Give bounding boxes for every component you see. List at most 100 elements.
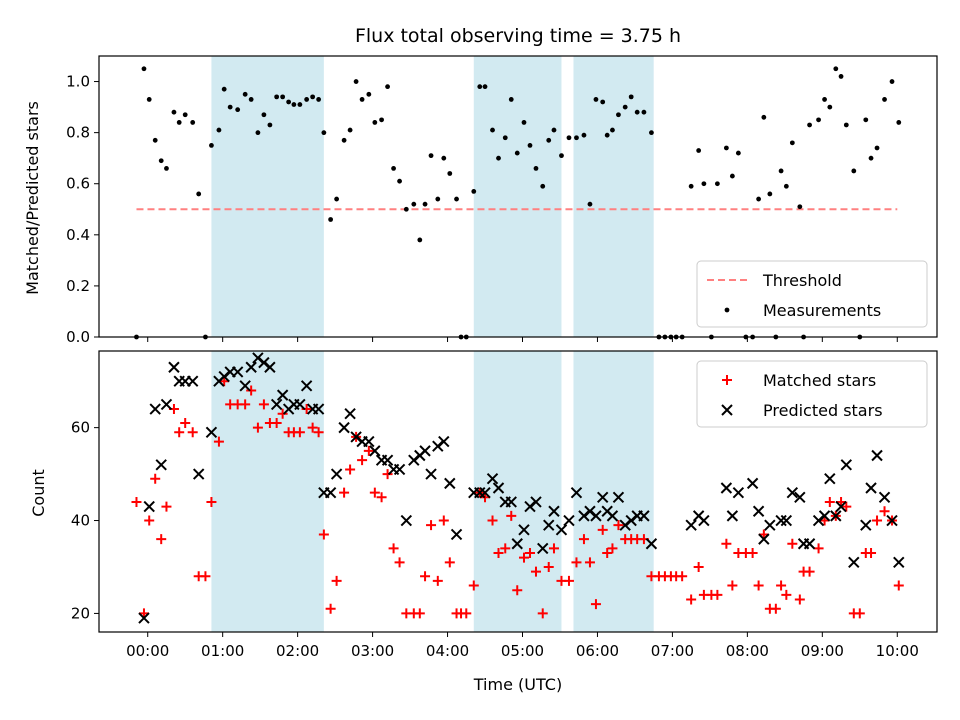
measurement-point (641, 109, 647, 115)
matched-star-marker (590, 599, 601, 610)
measurement-point (533, 166, 539, 171)
legend-label: Threshold (762, 271, 842, 290)
matched-star-marker (258, 399, 269, 410)
matched-star-marker (794, 594, 805, 605)
measurement-point (304, 97, 310, 102)
matched-star-marker (563, 575, 574, 586)
predicted-star-marker (886, 514, 898, 527)
matched-star-marker (727, 580, 738, 591)
observing-window (211, 56, 324, 337)
matched-star-marker (438, 515, 449, 526)
measurement-point (347, 127, 353, 133)
measurement-point (366, 91, 372, 97)
matched-star-marker (543, 561, 554, 572)
predicted-star-marker (474, 486, 486, 499)
matched-star-marker (331, 575, 342, 586)
measurement-point (593, 97, 599, 102)
measurement-point (286, 99, 292, 105)
measurement-point (411, 201, 417, 207)
predicted-star-marker (294, 398, 306, 411)
predicted-star-marker (330, 468, 343, 480)
matched-star-marker (271, 417, 282, 428)
matched-star-marker (156, 534, 167, 545)
measurement-point (622, 104, 628, 110)
y-tick-label: 1.0 (66, 73, 90, 91)
measurement-point (566, 135, 572, 141)
measurement-point (701, 181, 707, 187)
measurement-point (447, 171, 453, 176)
measurement-point (248, 97, 254, 102)
matched-star-marker (512, 585, 523, 596)
matched-star-marker (530, 566, 541, 577)
predicted-star-marker (160, 398, 173, 411)
measurement-point (261, 112, 267, 118)
measurement-point (496, 155, 501, 161)
predicted-star-marker (726, 510, 739, 522)
measurement-point (604, 132, 610, 138)
measurement-point (889, 79, 895, 84)
matched-star-marker (444, 557, 455, 568)
measurement-point (827, 104, 833, 110)
predicted-star-marker (563, 514, 575, 527)
measurement-point (428, 153, 434, 159)
predicted-star-marker (518, 524, 530, 536)
measurement-point (454, 196, 459, 202)
predicted-star-marker (505, 496, 517, 508)
measurement-point (490, 127, 495, 133)
predicted-star-marker (486, 473, 499, 485)
predicted-star-marker (764, 519, 776, 531)
measurement-point (152, 137, 158, 143)
measurement-point (316, 97, 322, 102)
predicted-star-marker (758, 533, 770, 545)
legend-measurement-swatch (724, 307, 730, 313)
x-tick-label: 10:00 (876, 642, 919, 660)
measurement-point (778, 168, 784, 174)
predicted-star-marker (419, 445, 431, 457)
predicted-star-marker (264, 361, 276, 373)
predicted-star-marker (270, 398, 283, 411)
predicted-star-marker (720, 482, 733, 494)
measurement-point (797, 204, 803, 210)
x-tick-label: 00:00 (126, 642, 169, 660)
measurement-point (546, 137, 552, 143)
measurement-point (882, 97, 887, 102)
matched-star-marker (174, 427, 185, 438)
predicted-star-marker (803, 538, 816, 550)
predicted-star-marker (450, 528, 463, 541)
x-tick-label: 05:00 (501, 642, 544, 660)
x-tick-label: 08:00 (726, 642, 769, 660)
measurement-point (714, 181, 720, 187)
x-tick-label: 03:00 (351, 642, 394, 660)
predicted-star-marker (780, 514, 793, 527)
ratio-axes-frame (98, 55, 938, 338)
measurement-point (274, 94, 280, 100)
measurement-point (397, 178, 402, 184)
matched-star-marker (693, 561, 704, 572)
matched-star-marker (180, 417, 191, 428)
matched-star-marker (468, 580, 479, 591)
predicted-star-marker (878, 491, 891, 504)
matched-star-marker (213, 436, 224, 447)
matched-star-marker (252, 422, 263, 433)
matched-star-marker (394, 557, 405, 568)
matched-star-marker (781, 589, 792, 600)
matched-star-marker (712, 589, 723, 600)
measurement-point (729, 173, 735, 179)
measurement-point (574, 135, 579, 141)
observing-window (573, 351, 654, 632)
measurement-point (816, 117, 821, 123)
measurement-point (767, 191, 773, 197)
measurement-point (209, 143, 214, 148)
measurement-point (141, 66, 147, 72)
x-axis-label: Time (UTC) (473, 675, 562, 694)
x-tick-label: 01:00 (201, 642, 244, 660)
predicted-star-marker (860, 519, 872, 531)
matched-star-marker (432, 575, 443, 586)
predicted-star-marker (312, 403, 325, 415)
predicted-star-marker (698, 514, 710, 527)
x-tick-label: 02:00 (276, 642, 319, 660)
predicted-star-marker (570, 486, 583, 499)
matched-star-marker (388, 543, 399, 554)
predicted-star-marker (830, 510, 842, 522)
